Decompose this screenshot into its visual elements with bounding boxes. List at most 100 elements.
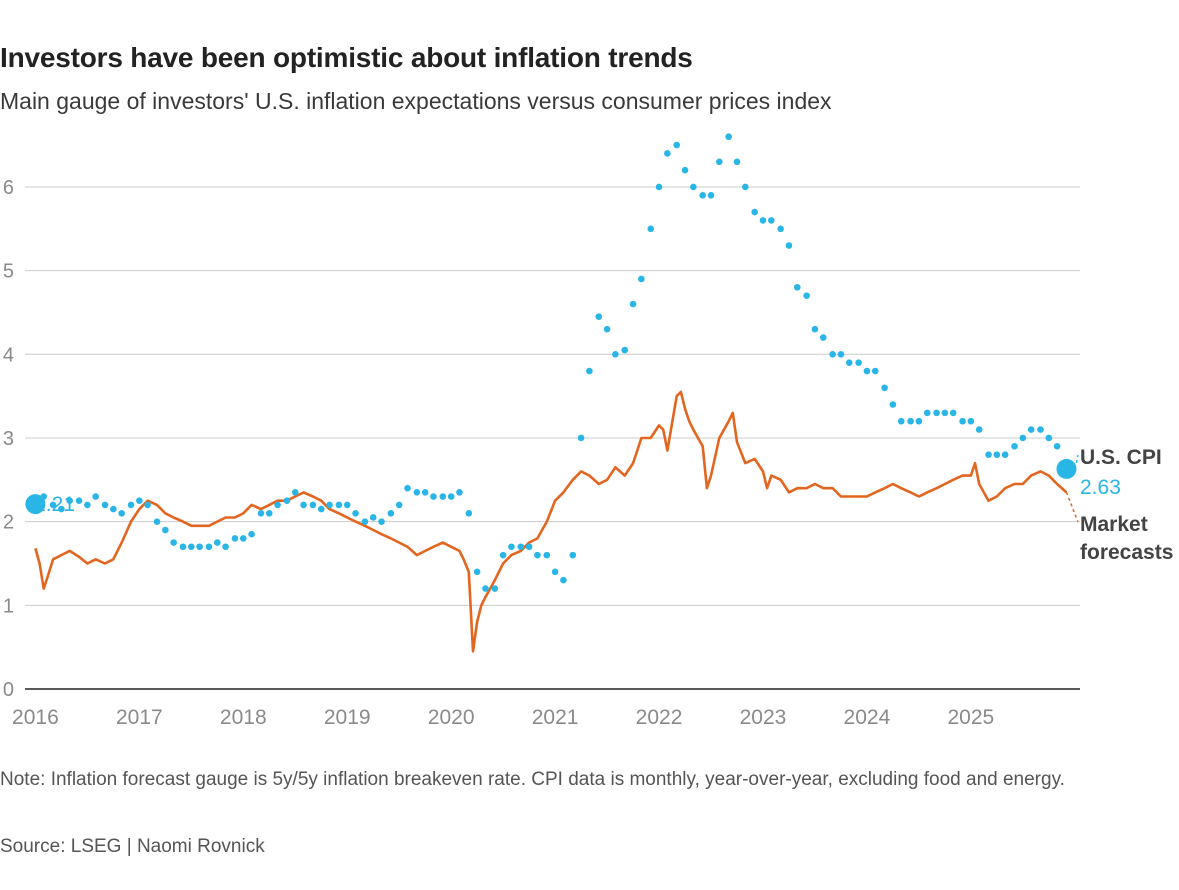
cpi-point	[612, 350, 619, 358]
cpi-point	[863, 367, 871, 375]
cpi-point	[231, 535, 239, 542]
cpi-point	[793, 284, 801, 291]
cpi-point	[673, 141, 681, 149]
cpi-point	[378, 518, 385, 525]
cpi-series-label: U.S. CPI	[1080, 446, 1162, 469]
cpi-point	[803, 292, 810, 300]
cpi-point	[777, 225, 784, 233]
cpi-point	[889, 401, 897, 408]
cpi-point	[603, 325, 611, 333]
cpi-point	[785, 242, 793, 249]
chart-title: Investors have been optimistic about inf…	[0, 42, 693, 73]
cpi-point	[40, 493, 48, 500]
cpi-point	[560, 576, 567, 584]
x-tick-label: 2023	[740, 706, 787, 729]
x-tick-label: 2017	[116, 706, 163, 729]
cpi-point	[343, 501, 351, 509]
cpi-point	[395, 501, 403, 509]
cpi-point	[551, 568, 559, 576]
cpi-point	[959, 417, 966, 425]
cpi-point	[170, 539, 177, 546]
cpi-point	[404, 484, 411, 492]
cpi-point	[1053, 443, 1061, 450]
cpi-point	[690, 183, 697, 191]
cpi-point	[144, 501, 151, 509]
cpi-point	[274, 501, 281, 509]
cpi-point	[975, 426, 983, 433]
market-forecasts-leader	[1065, 492, 1079, 523]
cpi-point	[767, 217, 775, 224]
cpi-point	[387, 509, 395, 517]
cpi-point	[84, 501, 91, 509]
cpi-point	[309, 501, 317, 509]
cpi-point	[871, 367, 879, 375]
cpi-point	[110, 505, 117, 513]
chart-source: Source: LSEG | Naomi Rovnick	[0, 836, 265, 857]
cpi-point	[49, 501, 57, 509]
cpi-point	[941, 409, 949, 417]
cpi-point	[1019, 434, 1027, 442]
cpi-point	[586, 367, 593, 375]
cpi-point	[595, 313, 603, 320]
cpi-end-marker	[1056, 458, 1077, 479]
cpi-point	[897, 417, 905, 425]
cpi-point	[153, 518, 161, 525]
cpi-point	[369, 514, 377, 521]
y-tick-label: 6	[3, 177, 14, 199]
cpi-point	[629, 300, 637, 308]
cpi-point	[491, 585, 499, 592]
cpi-point	[1037, 426, 1044, 433]
cpi-point	[66, 497, 73, 505]
cpi-point	[439, 493, 447, 500]
cpi-point	[162, 526, 169, 534]
cpi-point	[92, 493, 99, 500]
market-forecasts-line	[34, 390, 1068, 653]
cpi-point	[101, 501, 109, 509]
cpi-point	[907, 417, 914, 425]
line-chart: 2016 2017 2018 2019 2020 2021 2022 2023 2024 2025…	[3, 133, 1173, 729]
cpi-point	[699, 192, 706, 199]
cpi-point	[257, 509, 265, 517]
chart-note: Note: Inflation forecast gauge is 5y/5y …	[0, 769, 1065, 790]
cpi-point	[647, 225, 655, 233]
cpi-point	[681, 166, 689, 174]
cpi-point	[118, 509, 125, 517]
cpi-point	[335, 501, 343, 509]
cpi-point	[837, 350, 845, 358]
y-tick-label: 5	[3, 261, 14, 283]
x-tick-label: 2025	[948, 706, 995, 729]
cpi-point	[482, 585, 489, 592]
cpi-point	[525, 543, 533, 551]
y-tick-label: 0	[3, 679, 14, 701]
cpi-point	[1045, 434, 1053, 442]
cpi-point	[248, 530, 255, 538]
cpi-point	[725, 133, 732, 141]
cpi-point	[933, 409, 940, 417]
x-tick-label: 2016	[12, 706, 59, 729]
cpi-point	[239, 535, 247, 542]
cpi-point	[300, 501, 307, 509]
cpi-point	[352, 509, 359, 517]
cpi-point	[1027, 426, 1035, 433]
cpi-point	[819, 334, 827, 341]
cpi-point	[413, 489, 421, 496]
y-tick-label: 2	[3, 512, 14, 534]
y-tick-label: 1	[3, 595, 14, 617]
cpi-start-marker	[25, 494, 46, 515]
cpi-point	[655, 183, 663, 191]
cpi-point	[75, 497, 83, 505]
cpi-point	[291, 489, 299, 496]
cpi-point	[716, 158, 723, 166]
cpi-point	[569, 551, 577, 559]
cpi-point	[759, 217, 767, 224]
cpi-point	[915, 417, 923, 425]
cpi-point	[733, 158, 741, 166]
cpi-point	[517, 543, 525, 551]
x-tick-label: 2021	[532, 706, 579, 729]
x-tick-label: 2024	[844, 706, 891, 729]
cpi-point	[855, 359, 862, 366]
cpi-point	[361, 518, 369, 525]
market-forecasts-label: Market forecasts	[1080, 513, 1173, 564]
cpi-point	[465, 509, 473, 517]
cpi-point	[473, 568, 481, 576]
